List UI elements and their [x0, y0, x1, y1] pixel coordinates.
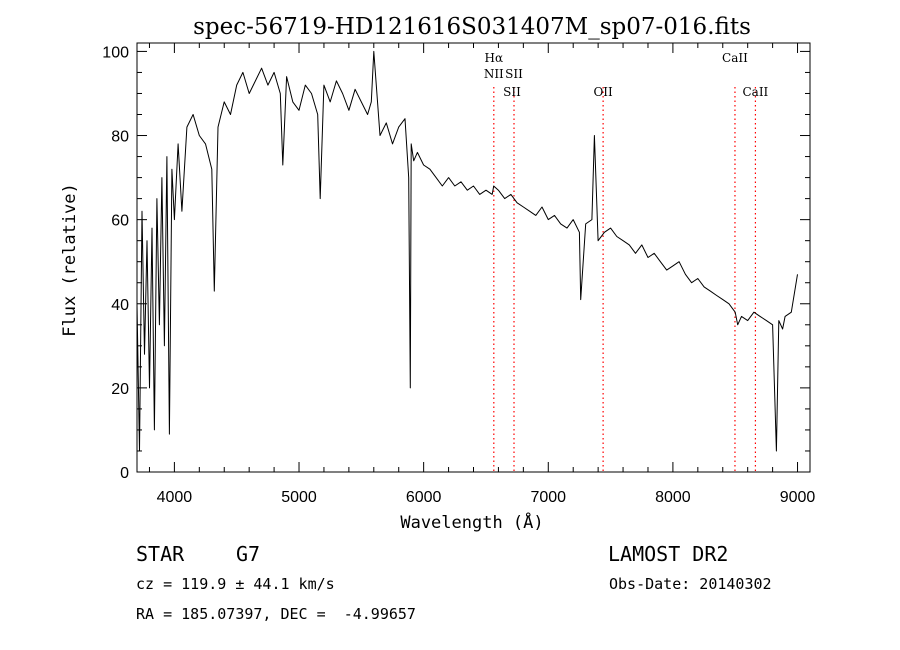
spectrum-line	[136, 50, 798, 452]
x-tick-label: 4000	[157, 489, 193, 506]
series-group	[136, 50, 798, 452]
object-class: STAR	[136, 542, 185, 566]
y-tick-label: 0	[120, 465, 129, 482]
subclass: G7	[236, 542, 261, 566]
plot-frame	[136, 42, 811, 473]
y-tick-label: 40	[111, 297, 129, 314]
survey-name: LAMOST DR2	[608, 542, 729, 566]
y-tick-label: 80	[111, 129, 129, 146]
y-tick-label: 60	[111, 213, 129, 230]
y-tick-label: 20	[111, 381, 129, 398]
x-tick-label: 8000	[655, 489, 691, 506]
x-axis-label: Wavelength (Å)	[400, 511, 543, 533]
marker-label: Hα	[485, 51, 504, 65]
marker-label: SII	[503, 85, 521, 99]
x-tick-label: 9000	[780, 489, 816, 506]
plot-border	[136, 42, 811, 473]
x-tick-label: 7000	[530, 489, 566, 506]
marker-label: CaII	[742, 85, 768, 99]
chart-title: spec-56719-HD121616S031407M_sp07-016.fit…	[193, 14, 751, 40]
marker-label: CaII	[722, 51, 748, 65]
redshift-text: cz = 119.9 ± 44.1 km/s	[136, 575, 335, 593]
y-axis: 0 20 40 60 80 100	[102, 44, 810, 482]
x-tick-label: 5000	[281, 489, 317, 506]
x-tick-label: 6000	[406, 489, 442, 506]
y-axis-label: Flux (relative)	[60, 183, 80, 337]
coordinates-text: RA = 185.07397, DEC = -4.99657	[136, 605, 416, 623]
marker-label: OII	[593, 85, 613, 99]
obs-date: Obs-Date: 20140302	[609, 575, 772, 593]
x-axis: 4000 5000 6000 7000 8000 9000	[148, 43, 816, 506]
marker-label: SII	[505, 67, 523, 81]
y-tick-label: 100	[102, 44, 129, 61]
marker-label: NII	[484, 67, 504, 81]
